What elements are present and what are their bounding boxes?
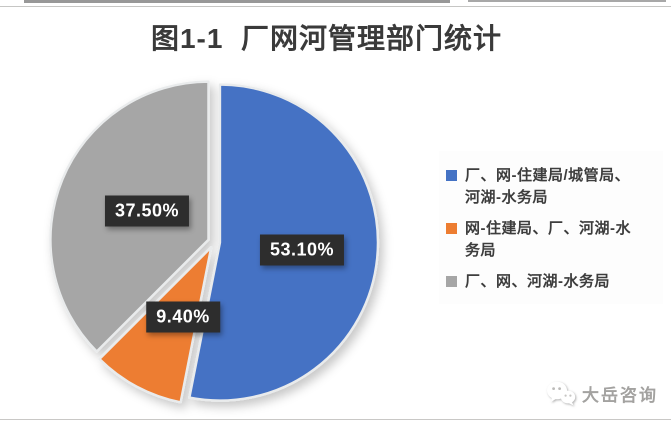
legend-swatch-icon [446, 223, 457, 234]
wechat-icon [547, 381, 576, 406]
legend-label: 厂、网-住建局/城管局、河湖-水务局 [465, 167, 631, 206]
photo-edge-artifact [468, 0, 666, 2]
legend-label: 网-住建局、厂、河湖-水务局 [465, 220, 631, 259]
data-label-slice-2: 9.40% [146, 301, 220, 333]
data-label-slice-1: 53.10% [259, 234, 345, 266]
photo-edge-artifact [24, 0, 450, 3]
chart-panel [0, 6, 671, 420]
chart-title: 图1-1 厂网河管理部门统计 [150, 23, 503, 54]
watermark-text: 大岳咨询 [582, 385, 658, 405]
legend: 厂、网-住建局/城管局、河湖-水务局 网-住建局、厂、河湖-水务局 厂、网、河湖… [446, 165, 662, 302]
legend-item: 厂、网-住建局/城管局、河湖-水务局 [446, 165, 662, 209]
data-label-slice-3: 37.50% [104, 195, 190, 227]
legend-item: 网-住建局、厂、河湖-水务局 [446, 218, 662, 262]
watermark: 大岳咨询 [546, 380, 658, 406]
legend-item: 厂、网、河湖-水务局 [446, 271, 662, 293]
legend-swatch-icon [446, 170, 457, 181]
legend-swatch-icon [446, 276, 457, 287]
legend-backdrop [439, 151, 663, 304]
legend-label: 厂、网、河湖-水务局 [465, 273, 610, 290]
